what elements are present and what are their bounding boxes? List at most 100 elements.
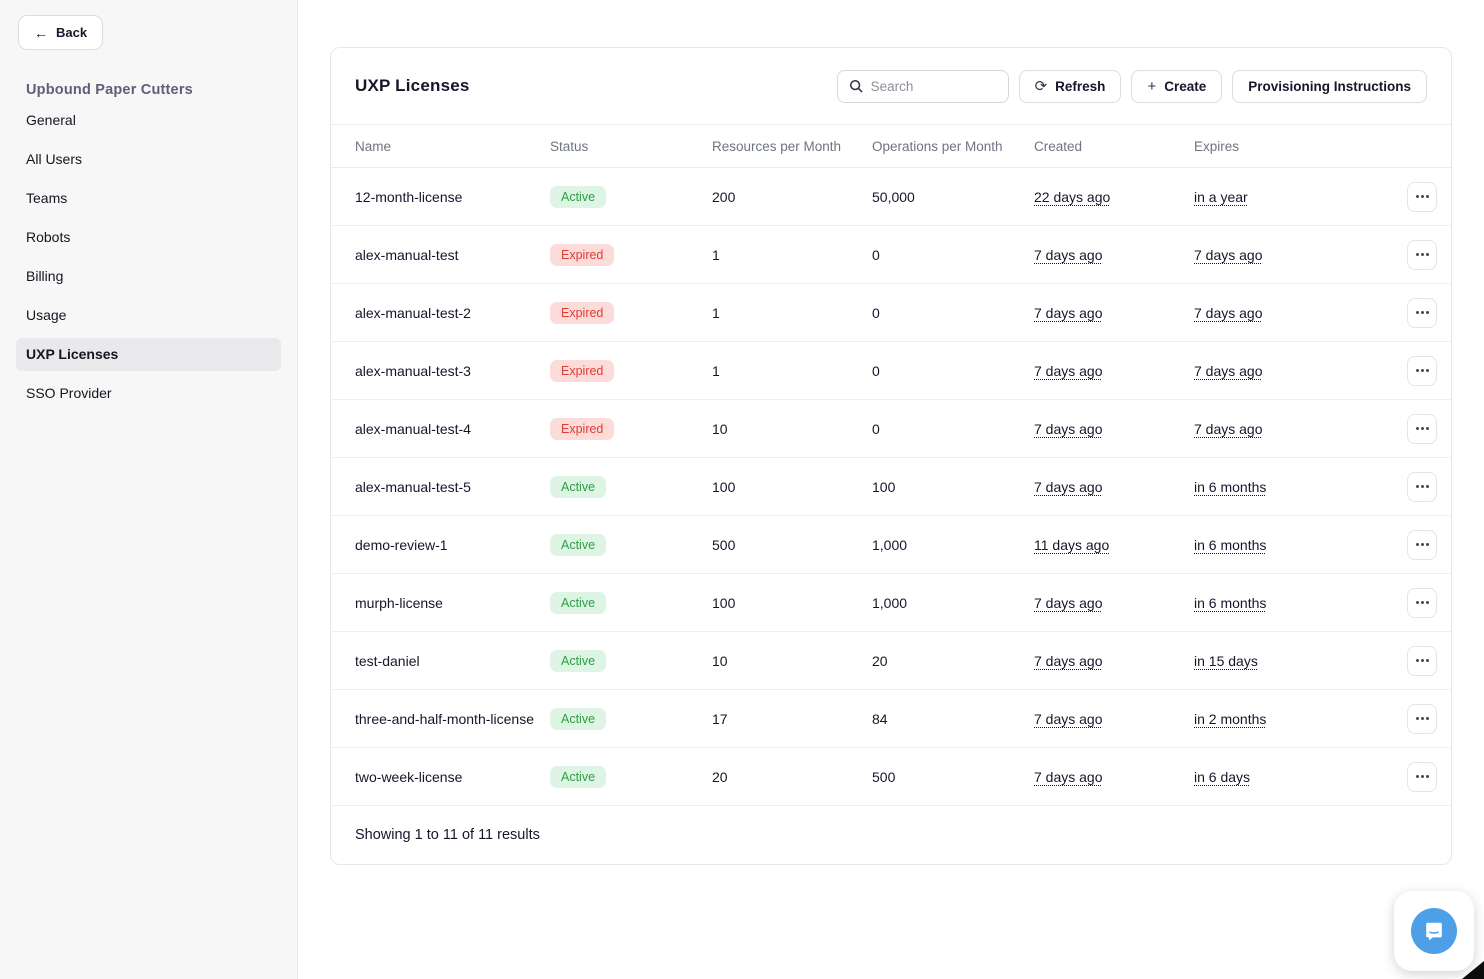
operations-per-month-value: 84 — [872, 710, 888, 727]
operations-per-month-value: 0 — [872, 362, 880, 379]
sidebar-item-label: Billing — [26, 268, 64, 284]
create-button-label: Create — [1164, 78, 1207, 94]
expires-value: in 6 months — [1194, 536, 1267, 553]
license-name: murph-license — [355, 594, 443, 611]
resources-per-month-value: 10 — [712, 652, 728, 669]
created-value: 22 days ago — [1034, 188, 1111, 205]
sidebar-item-label: Usage — [26, 307, 67, 323]
sidebar-item-sso-provider[interactable]: SSO Provider — [16, 377, 281, 410]
chat-bubble-icon — [1426, 922, 1442, 941]
sidebar-item-robots[interactable]: Robots — [16, 221, 281, 254]
table-row: test-daniel Active 10 20 7 days ago in 1… — [331, 631, 1451, 690]
expires-value: in 6 months — [1194, 594, 1267, 611]
sidebar-item-uxp-licenses[interactable]: UXP Licenses — [16, 338, 281, 371]
license-name: alex-manual-test-5 — [355, 478, 471, 495]
row-actions-button[interactable] — [1407, 239, 1437, 270]
org-title: Upbound Paper Cutters — [26, 82, 193, 98]
sidebar-item-label: UXP Licenses — [26, 346, 119, 362]
expires-value: in 6 months — [1194, 478, 1267, 495]
row-actions-button[interactable] — [1407, 761, 1437, 792]
provisioning-instructions-button[interactable]: Provisioning Instructions — [1232, 69, 1427, 103]
status-badge: Active — [550, 707, 607, 730]
row-actions-button[interactable] — [1407, 471, 1437, 502]
ellipsis-icon — [1415, 601, 1419, 604]
status-badge: Expired — [550, 417, 615, 440]
refresh-icon: ⟳ — [1034, 77, 1048, 95]
row-actions-button[interactable] — [1407, 181, 1437, 212]
column-header-status: Status — [550, 124, 712, 168]
resources-per-month-value: 10 — [712, 420, 728, 437]
resources-per-month-value: 1 — [712, 362, 720, 379]
row-actions-button[interactable] — [1407, 645, 1437, 676]
create-button[interactable]: + Create — [1131, 69, 1223, 103]
sidebar-item-general[interactable]: General — [16, 104, 281, 137]
created-value: 7 days ago — [1034, 594, 1103, 611]
sidebar-item-label: Teams — [26, 190, 68, 206]
refresh-button[interactable]: ⟳ Refresh — [1018, 69, 1122, 103]
resources-per-month-value: 1 — [712, 246, 720, 263]
provisioning-instructions-label: Provisioning Instructions — [1248, 78, 1411, 94]
created-value: 7 days ago — [1034, 420, 1103, 437]
expires-value: 7 days ago — [1194, 304, 1263, 321]
column-header-operations-per-month: Operations per Month — [872, 124, 1034, 168]
license-name: 12-month-license — [355, 188, 463, 205]
resources-per-month-value: 1 — [712, 304, 720, 321]
operations-per-month-value: 100 — [872, 478, 896, 495]
sidebar-nav: General All Users Teams Robots Billing U… — [0, 104, 297, 410]
back-button[interactable]: ← Back — [18, 15, 104, 50]
chat-launcher[interactable] — [1394, 891, 1474, 971]
ellipsis-icon — [1415, 659, 1419, 662]
sidebar-item-usage[interactable]: Usage — [16, 299, 281, 332]
operations-per-month-value: 1,000 — [872, 594, 908, 611]
status-badge: Active — [550, 649, 607, 672]
sidebar-item-billing[interactable]: Billing — [16, 260, 281, 293]
expires-value: 7 days ago — [1194, 420, 1263, 437]
search-icon — [849, 79, 863, 93]
license-name: alex-manual-test-3 — [355, 362, 471, 379]
status-badge: Active — [550, 533, 607, 556]
ellipsis-icon — [1415, 195, 1419, 198]
sidebar-item-label: SSO Provider — [26, 385, 112, 401]
column-header-expires: Expires — [1194, 124, 1354, 168]
ellipsis-icon — [1415, 717, 1419, 720]
licenses-card: UXP Licenses ⟳ Refresh + Create Pr — [330, 47, 1452, 865]
expires-value: in a year — [1194, 188, 1248, 205]
license-name: alex-manual-test-4 — [355, 420, 471, 437]
main-content: UXP Licenses ⟳ Refresh + Create Pr — [298, 0, 1484, 979]
status-badge: Active — [550, 765, 607, 788]
operations-per-month-value: 0 — [872, 304, 880, 321]
column-header-actions — [1354, 124, 1451, 168]
status-badge: Active — [550, 591, 607, 614]
resources-per-month-value: 200 — [712, 188, 736, 205]
license-name: alex-manual-test-2 — [355, 304, 471, 321]
created-value: 7 days ago — [1034, 362, 1103, 379]
back-arrow-icon: ← — [34, 24, 48, 41]
card-header: UXP Licenses ⟳ Refresh + Create Pr — [331, 48, 1451, 124]
row-actions-button[interactable] — [1407, 703, 1437, 734]
expires-value: in 6 days — [1194, 768, 1251, 785]
sidebar-item-all-users[interactable]: All Users — [16, 143, 281, 176]
toolbar: ⟳ Refresh + Create Provisioning Instruct… — [836, 69, 1427, 103]
search-input[interactable] — [870, 78, 997, 94]
row-actions-button[interactable] — [1407, 587, 1437, 618]
created-value: 7 days ago — [1034, 246, 1103, 263]
ellipsis-icon — [1415, 775, 1419, 778]
license-name: test-daniel — [355, 652, 420, 669]
table-row: 12-month-license Active 200 50,000 22 da… — [331, 167, 1451, 226]
search-box[interactable] — [836, 69, 1009, 103]
row-actions-button[interactable] — [1407, 297, 1437, 328]
ellipsis-icon — [1415, 543, 1419, 546]
ellipsis-icon — [1415, 427, 1419, 430]
row-actions-button[interactable] — [1407, 413, 1437, 444]
resources-per-month-value: 17 — [712, 710, 728, 727]
created-value: 7 days ago — [1034, 304, 1103, 321]
refresh-button-label: Refresh — [1055, 78, 1106, 94]
license-name: alex-manual-test — [355, 246, 459, 263]
sidebar-item-teams[interactable]: Teams — [16, 182, 281, 215]
plus-icon: + — [1147, 77, 1157, 95]
status-badge: Expired — [550, 359, 615, 382]
operations-per-month-value: 0 — [872, 246, 880, 263]
row-actions-button[interactable] — [1407, 355, 1437, 386]
row-actions-button[interactable] — [1407, 529, 1437, 560]
created-value: 11 days ago — [1034, 536, 1110, 553]
